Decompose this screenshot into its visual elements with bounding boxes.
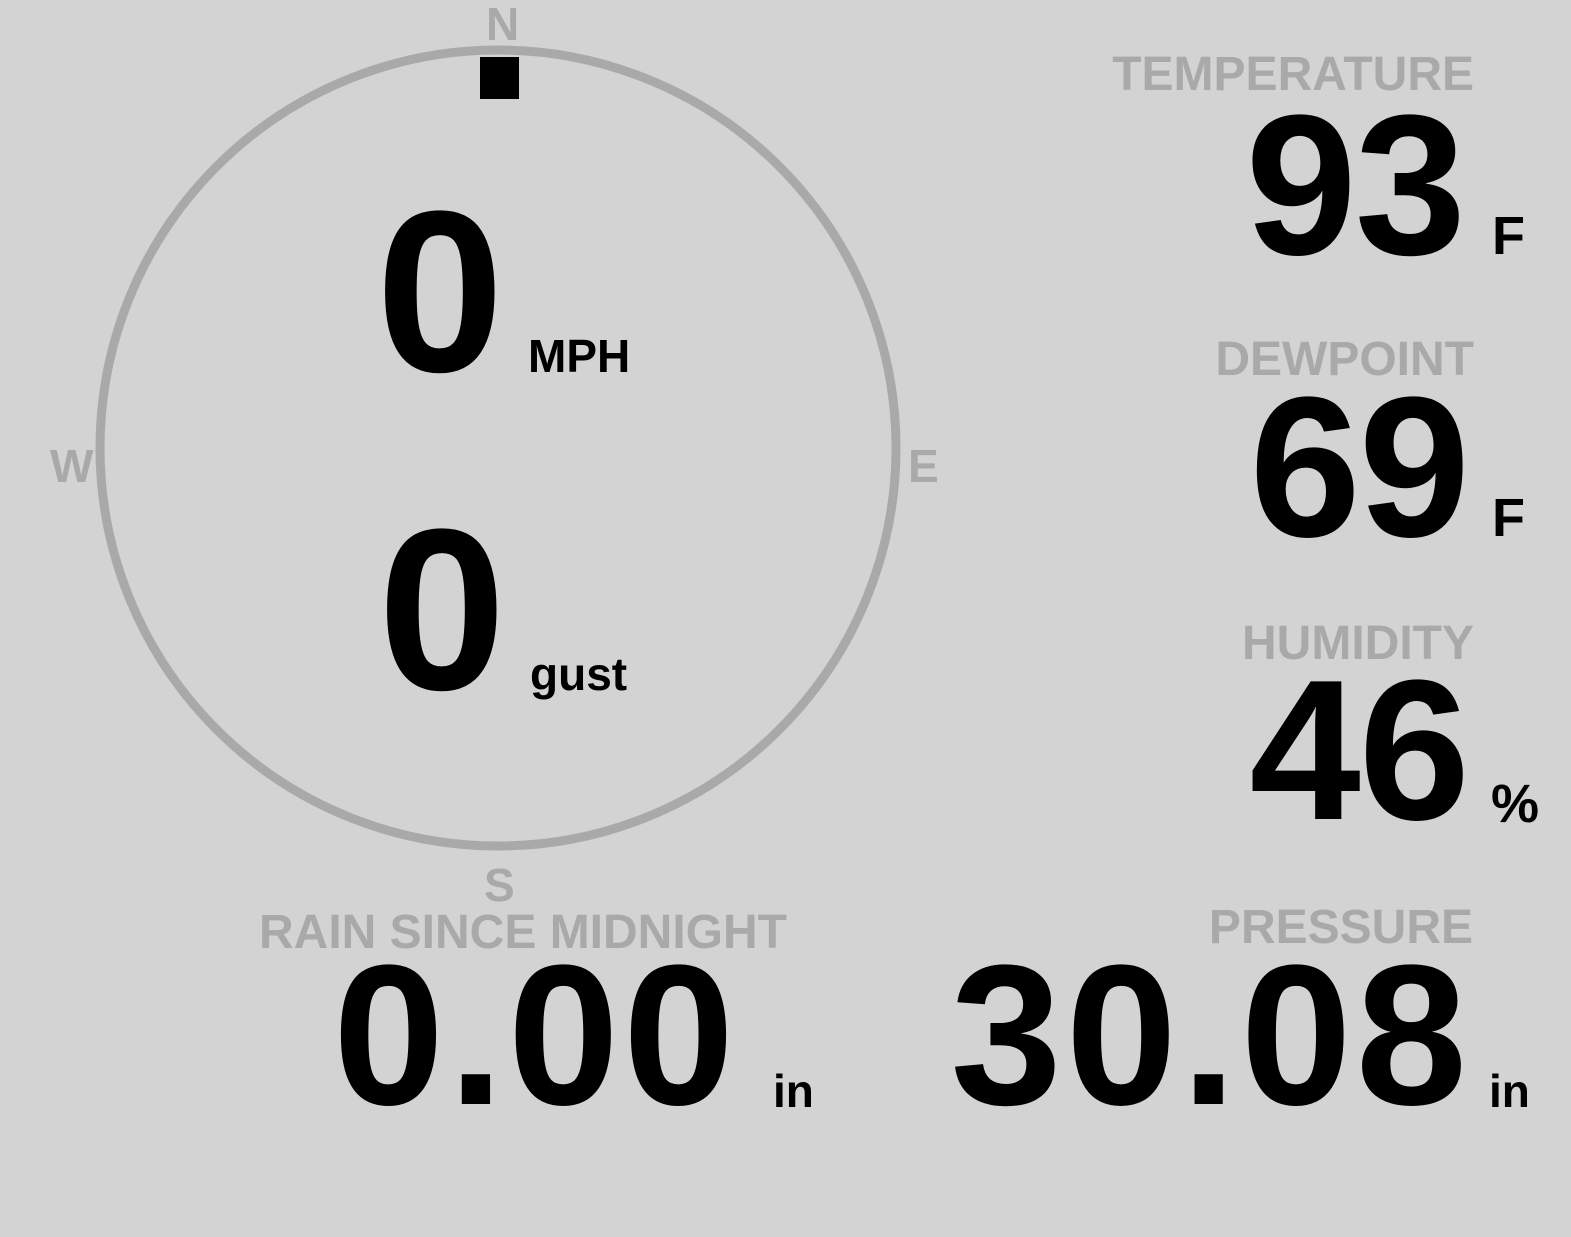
dewpoint-label: DEWPOINT bbox=[1215, 333, 1474, 386]
compass-ring bbox=[95, 45, 901, 851]
compass-east-label: E bbox=[908, 440, 939, 492]
temperature-label: TEMPERATURE bbox=[1112, 48, 1474, 101]
compass-south-label: S bbox=[484, 859, 515, 911]
dewpoint-value: 69 bbox=[1249, 356, 1470, 579]
temperature-value: 93 bbox=[1245, 74, 1466, 297]
humidity-label: HUMIDITY bbox=[1242, 617, 1474, 670]
rain-label: RAIN SINCE MIDNIGHT bbox=[259, 906, 787, 959]
pressure-label: PRESSURE bbox=[1208, 901, 1473, 954]
rain-unit: in bbox=[773, 1065, 814, 1117]
wind-direction-indicator bbox=[480, 57, 519, 99]
wind-gust-value: 0 bbox=[378, 481, 506, 738]
wind-gust-unit: gust bbox=[530, 648, 628, 700]
rain-value: 0.00 bbox=[333, 924, 739, 1147]
wind-speed-unit: MPH bbox=[528, 330, 631, 382]
compass-north-label: N bbox=[486, 0, 520, 50]
pressure-value: 30.08 bbox=[950, 924, 1471, 1147]
compass-west-label: W bbox=[50, 440, 94, 492]
temperature-unit: F bbox=[1492, 206, 1525, 266]
humidity-unit: % bbox=[1491, 774, 1540, 834]
dewpoint-unit: F bbox=[1492, 488, 1525, 548]
humidity-value: 46 bbox=[1249, 639, 1470, 862]
wind-speed-value: 0 bbox=[376, 163, 504, 420]
wind-compass bbox=[95, 45, 901, 851]
pressure-unit: in bbox=[1489, 1065, 1530, 1117]
